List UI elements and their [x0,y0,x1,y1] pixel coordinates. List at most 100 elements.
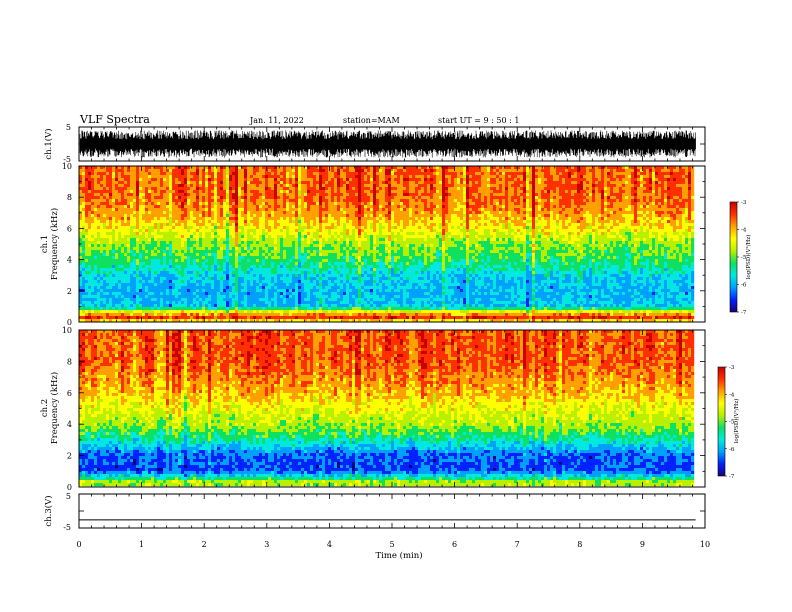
spectrogram-cell [127,241,131,245]
spectrogram-cell [343,265,347,269]
spectrogram-cell [313,235,317,239]
spectrogram-cell [226,295,230,299]
spectrogram-cell [151,319,155,323]
spectrogram-cell [298,235,302,239]
spectrogram-cell [298,316,302,320]
spectrogram-cell [247,238,251,242]
spectrogram-cell [172,268,176,272]
spectrogram-cell [205,232,209,236]
spectrogram-cell [106,175,110,179]
spectrogram-cell [160,253,164,257]
spectrogram-cell [226,184,230,188]
spectrogram-cell [334,271,338,275]
spectrogram-cell [310,229,314,233]
spectrogram-cell [271,211,275,215]
spectrogram-cell [97,259,101,263]
spectrogram-cell [340,271,344,275]
spectrogram-cell [175,172,179,176]
spectrogram-cell [127,289,131,293]
spectrogram-cell [97,181,101,185]
spectrogram-cell [94,241,98,245]
spectrogram-cell [235,187,239,191]
spectrogram-cell [217,286,221,290]
spectrogram-cell [100,235,104,239]
spectrogram-cell [163,238,167,242]
spectrogram-cell [253,289,257,293]
spectrogram-cell [157,193,161,197]
spectrogram-cell [211,223,215,227]
spectrogram-cell [205,316,209,320]
spectrogram-cell [256,184,260,188]
spectrogram-cell [193,256,197,260]
spectrogram-cell [85,220,89,224]
spectrogram-cell [205,268,209,272]
spectrogram-cell [85,181,89,185]
spectrogram-cell [160,235,164,239]
spectrogram-cell [235,307,239,311]
spectrogram-cell [127,256,131,260]
spectrogram-cell [181,202,185,206]
spectrogram-cell [139,178,143,182]
spectrogram-cell [322,316,326,320]
spectrogram-cell [313,193,317,197]
spectrogram-cell [85,292,89,296]
spectrogram-cell [289,217,293,221]
spectrogram-cell [328,283,332,287]
spectrogram-cell [103,277,107,281]
spectrogram-cell [343,280,347,284]
spectrogram-cell [115,256,119,260]
spectrogram-cell [337,178,341,182]
spectrogram-cell [190,232,194,236]
spectrogram-cell [247,211,251,215]
spectrogram-cell [97,280,101,284]
spectrogram-cell [244,298,248,302]
spectrogram-cell [88,226,92,230]
spectrogram-cell [292,190,296,194]
spectrogram-cell [217,193,221,197]
spectrogram-cell [259,262,263,266]
spectrogram-cell [334,247,338,251]
spectrogram-cell [139,259,143,263]
spectrogram-cell [253,298,257,302]
spectrogram-cell [259,292,263,296]
spectrogram-cell [124,205,128,209]
spectrogram-cell [145,172,149,176]
spectrogram-cell [337,256,341,260]
spectrogram-cell [79,280,83,284]
spectrogram-cell [319,274,323,278]
spectrogram-cell [328,202,332,206]
spectrogram-cell [283,247,287,251]
spectrogram-cell [208,211,212,215]
spectrogram-cell [262,292,266,296]
spectrogram-cell [241,238,245,242]
spectrogram-cell [214,166,218,170]
spectrogram-cell [181,184,185,188]
spectrogram-cell [346,214,350,218]
spectrogram-cell [139,235,143,239]
spectrogram-cell [181,319,185,323]
spectrogram-cell [289,271,293,275]
spectrogram-cell [319,262,323,266]
spectrogram-cell [94,229,98,233]
spectrogram-cell [103,319,107,323]
spectrogram-cell [292,175,296,179]
spectrogram-cell [337,235,341,239]
spectrogram-cell [238,184,242,188]
spectrogram-cell [289,307,293,311]
spectrogram-cell [298,178,302,182]
spectrogram-cell [121,313,125,317]
spectrogram-cell [211,307,215,311]
spectrogram-cell [166,241,170,245]
spectrogram-cell [325,220,329,224]
spectrogram-cell [313,247,317,251]
spectrogram-cell [280,172,284,176]
spectrogram-cell [184,166,188,170]
spectrogram-cell [217,205,221,209]
spectrogram-cell [334,226,338,230]
spectrogram-cell [340,184,344,188]
spectrogram-cell [331,286,335,290]
spectrogram-cell [310,241,314,245]
spectrogram-cell [172,193,176,197]
spectrogram-cell [340,259,344,263]
spectrogram-cell [349,196,353,200]
